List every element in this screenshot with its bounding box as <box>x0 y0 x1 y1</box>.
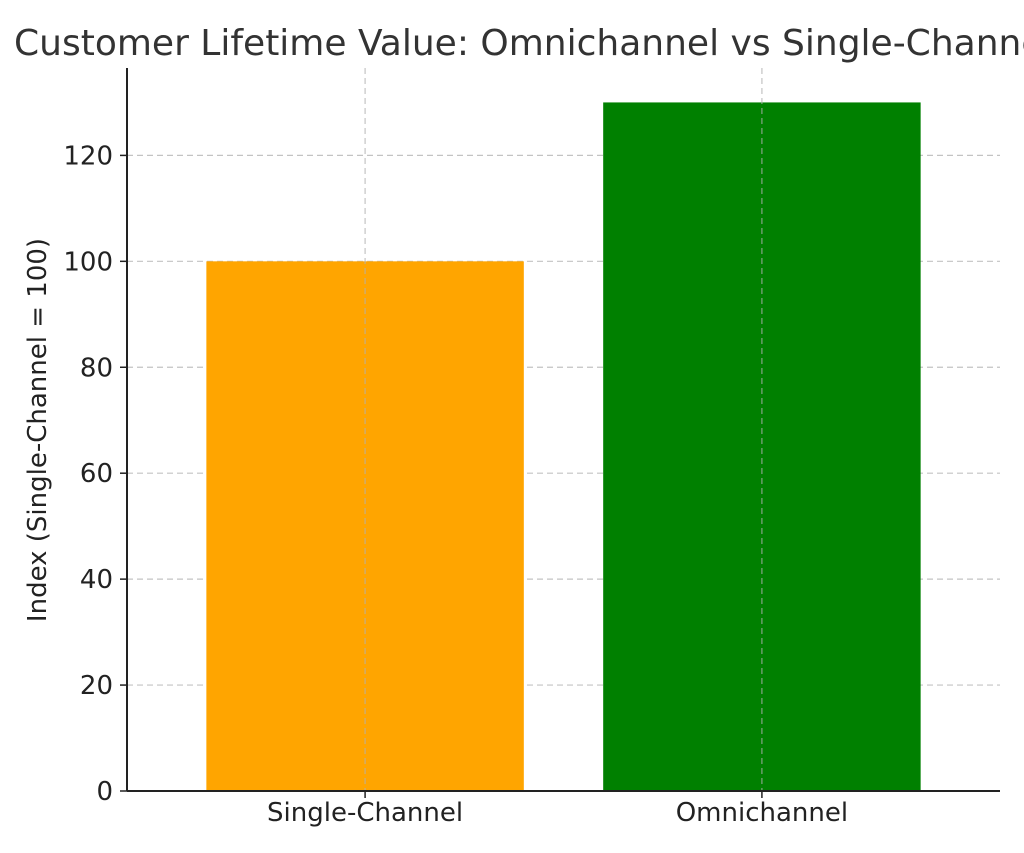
y-tick-label: 60 <box>80 459 113 489</box>
y-tick-label: 80 <box>80 353 113 383</box>
y-axis-label: Index (Single-Channel = 100) <box>23 238 53 622</box>
x-tick-label: Single-Channel <box>267 798 463 828</box>
bar-omnichannel <box>603 102 921 791</box>
y-tick-label: 40 <box>80 565 113 595</box>
y-tick-label: 100 <box>63 247 113 277</box>
y-tick-label: 0 <box>96 777 113 807</box>
y-tick-label: 120 <box>63 141 113 171</box>
chart-title: Customer Lifetime Value: Omnichannel vs … <box>14 23 1024 64</box>
vertical-grid-lines <box>364 68 763 791</box>
y-tick-label: 20 <box>80 671 113 701</box>
x-tick-label: Omnichannel <box>676 798 848 828</box>
axes <box>126 68 1000 792</box>
bars <box>206 102 921 791</box>
y-axis-ticks: 0 20 40 60 80 100 120 <box>63 141 127 807</box>
x-axis-ticks: Single-Channel Omnichannel <box>267 791 848 828</box>
